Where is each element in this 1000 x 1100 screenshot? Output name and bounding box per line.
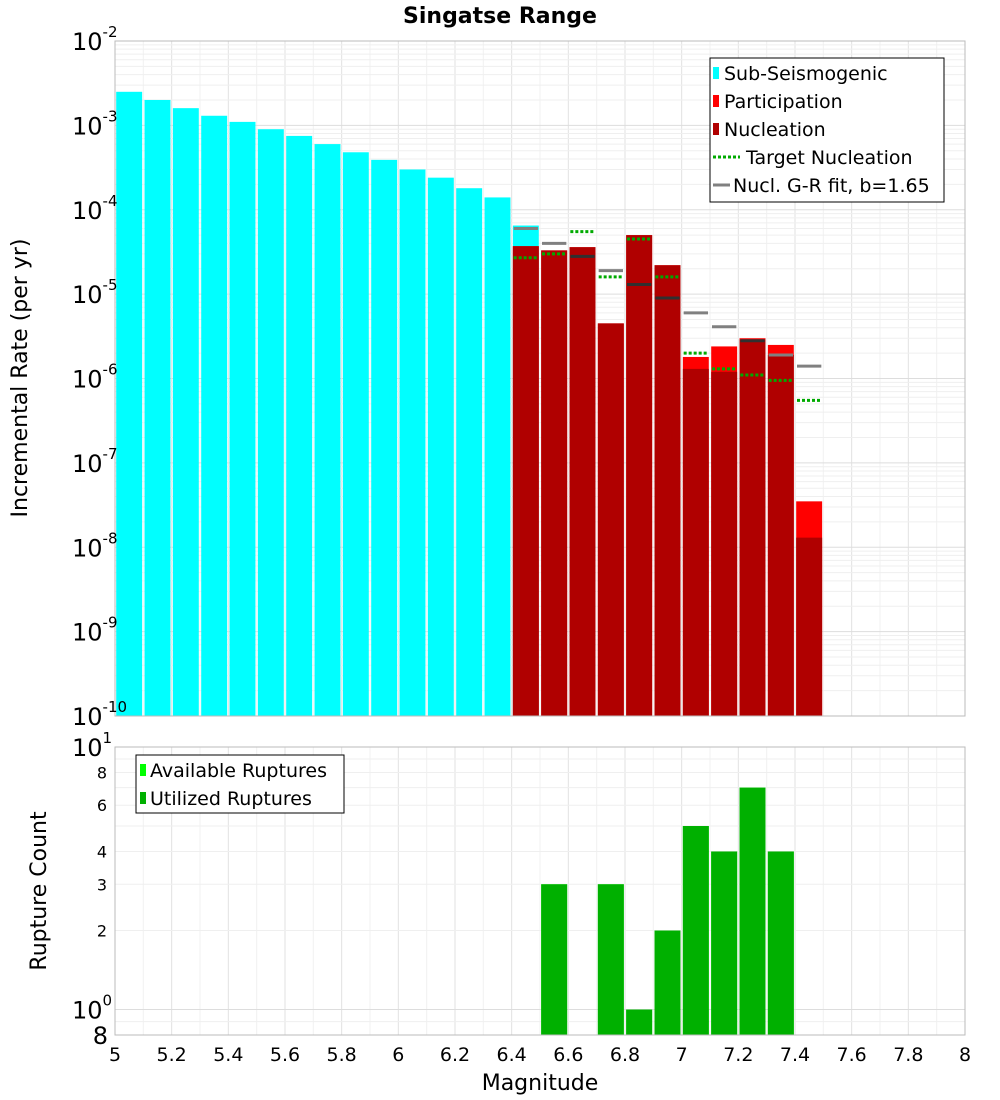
nucleation-bar	[512, 246, 539, 716]
sub-seismogenic-bar	[456, 188, 483, 717]
x-tick-label: 6.4	[497, 1044, 527, 1066]
bottom-y-tick-label: 100	[72, 992, 112, 1025]
x-tick-label: 5.2	[157, 1044, 187, 1066]
sub-seismogenic-bar	[314, 144, 341, 716]
utilized-ruptures-bar	[597, 884, 624, 1035]
sub-seismogenic-bar	[172, 108, 199, 717]
legend-label: Target Nucleation	[745, 147, 913, 169]
top-y-tick-label: 10-7	[72, 445, 118, 478]
sub-seismogenic-bar	[484, 197, 511, 717]
nucleation-bar	[767, 354, 794, 716]
sub-seismogenic-bar	[144, 99, 171, 717]
legend-swatch	[713, 67, 719, 79]
top-y-tick-label: 10-9	[72, 614, 118, 647]
bottom-y-minor-tick-label: 6	[97, 796, 107, 815]
top-y-tick-label: 10-6	[72, 361, 118, 394]
x-tick-label: 5.4	[213, 1044, 243, 1066]
bottom-y-axis-label: Rupture Count	[27, 811, 52, 971]
top-plot-frame	[114, 40, 966, 717]
legend-swatch	[713, 95, 719, 107]
top-y-tick-label: 10-4	[72, 192, 118, 225]
bottom-y-minor-tick-label: 4	[97, 842, 107, 861]
utilized-ruptures-bar	[654, 930, 681, 1035]
x-tick-label: 5.8	[327, 1044, 357, 1066]
top-legend: Sub-Seismogenic Participation Nucleation Ta…	[709, 57, 945, 203]
x-tick-label: 6.8	[610, 1044, 640, 1066]
utilized-ruptures-bar	[739, 787, 766, 1035]
x-tick-label: 7.2	[723, 1044, 753, 1066]
sub-seismogenic-bar	[342, 152, 369, 716]
sub-seismogenic-bar	[427, 177, 454, 716]
top-y-tick-label: 10-5	[72, 276, 118, 309]
bottom-legend-box	[135, 754, 345, 814]
x-tick-label: 7.8	[893, 1044, 923, 1066]
legend-swatch	[140, 792, 146, 804]
top-y-tick-label: 10-8	[72, 529, 118, 562]
nucleation-bar	[569, 247, 596, 716]
top-y-tick-label: 10-2	[72, 23, 118, 56]
x-tick-label: 5.6	[270, 1044, 300, 1066]
x-ticks: 5 5.2 5.4 5.6 5.8 6 6.2 6.4 6.6 6.8 7 7.2 7.4 7.6 7.8 8	[109, 1044, 971, 1066]
bottom-plot-frame	[114, 746, 966, 1036]
top-bars	[116, 91, 823, 717]
x-tick-label: 7.4	[780, 1044, 810, 1066]
legend-label: Available Ruptures	[150, 760, 327, 782]
legend-label: Nucl. G-R fit, b=1.65	[733, 175, 930, 197]
top-step-lines	[513, 226, 822, 402]
x-tick-label: 7.6	[837, 1044, 867, 1066]
legend-label: Participation	[724, 91, 843, 113]
x-tick-label: 5	[109, 1044, 121, 1066]
top-y-tick-label: 10-10	[72, 698, 127, 731]
nucleation-bar	[711, 371, 738, 716]
x-tick-label: 6	[392, 1044, 404, 1066]
x-tick-label: 6.2	[440, 1044, 470, 1066]
top-y-ticks: 10-10 10-9 10-8 10-7 10-6 10-5 10-4 10-3 10-2	[72, 23, 127, 731]
sub-seismogenic-bar	[201, 115, 228, 716]
legend-label: Nucleation	[724, 119, 826, 141]
nucleation-bar	[739, 339, 766, 716]
legend-swatch	[140, 764, 146, 776]
x-tick-label: 8	[959, 1044, 971, 1066]
sub-seismogenic-bar	[229, 121, 256, 716]
sub-seismogenic-bar	[257, 129, 284, 717]
nucleation-bar	[682, 368, 709, 716]
bottom-y-minor-tick-label: 8	[97, 763, 107, 782]
chart-title: Singatse Range	[403, 4, 597, 29]
bottom-legend: Available Ruptures Utilized Ruptures	[135, 754, 345, 814]
bottom-y-minor-tick-label: 3	[97, 875, 107, 894]
x-tick-label: 6.6	[553, 1044, 583, 1066]
nucleation-bar	[796, 537, 823, 716]
utilized-ruptures-bar	[626, 1009, 653, 1035]
x-tick-label: 7	[676, 1044, 688, 1066]
bottom-y-tick-label: 101	[72, 729, 112, 762]
top-y-axis-label: Incremental Rate (per yr)	[8, 239, 33, 518]
bottom-bars	[541, 787, 794, 1035]
sub-seismogenic-bar	[371, 159, 398, 717]
legend-swatch	[713, 123, 719, 135]
nucleation-bar	[541, 250, 568, 717]
sub-seismogenic-bar	[116, 91, 143, 716]
top-y-tick-label: 10-3	[72, 107, 118, 140]
x-axis-label: Magnitude	[482, 1071, 599, 1096]
utilized-ruptures-bar	[711, 851, 738, 1035]
sub-seismogenic-bar	[286, 135, 313, 717]
sub-seismogenic-bar	[399, 169, 426, 716]
legend-label: Utilized Ruptures	[150, 788, 312, 810]
legend-label: Sub-Seismogenic	[724, 63, 888, 85]
nucleation-bar	[626, 235, 653, 716]
bottom-y-minor-tick-label: 8	[93, 1022, 108, 1050]
nucleation-bar	[654, 265, 681, 716]
utilized-ruptures-bar	[767, 851, 794, 1035]
utilized-ruptures-bar	[682, 826, 709, 1035]
bottom-y-minor-tick-label: 2	[97, 922, 107, 941]
nucleation-bar	[597, 323, 624, 716]
top-legend-box	[709, 57, 945, 203]
utilized-ruptures-bar	[541, 884, 568, 1035]
